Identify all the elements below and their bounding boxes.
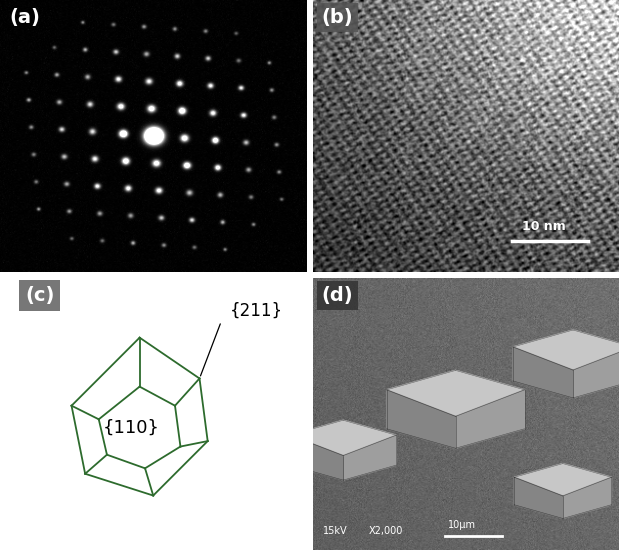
- Polygon shape: [513, 330, 619, 370]
- Polygon shape: [387, 390, 456, 448]
- Polygon shape: [343, 435, 396, 480]
- Polygon shape: [290, 420, 396, 455]
- Polygon shape: [514, 477, 563, 519]
- Text: 15kV: 15kV: [322, 526, 347, 536]
- Polygon shape: [513, 347, 573, 398]
- Text: (c): (c): [25, 286, 54, 305]
- Text: (b): (b): [322, 8, 353, 27]
- Polygon shape: [387, 370, 524, 416]
- Text: (d): (d): [322, 286, 353, 305]
- Text: {211}: {211}: [230, 301, 283, 320]
- Polygon shape: [290, 435, 343, 480]
- Text: (a): (a): [9, 8, 40, 27]
- Text: 10 nm: 10 nm: [522, 219, 566, 233]
- Polygon shape: [456, 390, 524, 448]
- Text: 10μm: 10μm: [448, 520, 477, 530]
- Text: X2,000: X2,000: [369, 526, 403, 536]
- Polygon shape: [563, 477, 612, 519]
- Text: {110}: {110}: [103, 419, 160, 437]
- Polygon shape: [514, 464, 612, 496]
- Polygon shape: [573, 347, 619, 398]
